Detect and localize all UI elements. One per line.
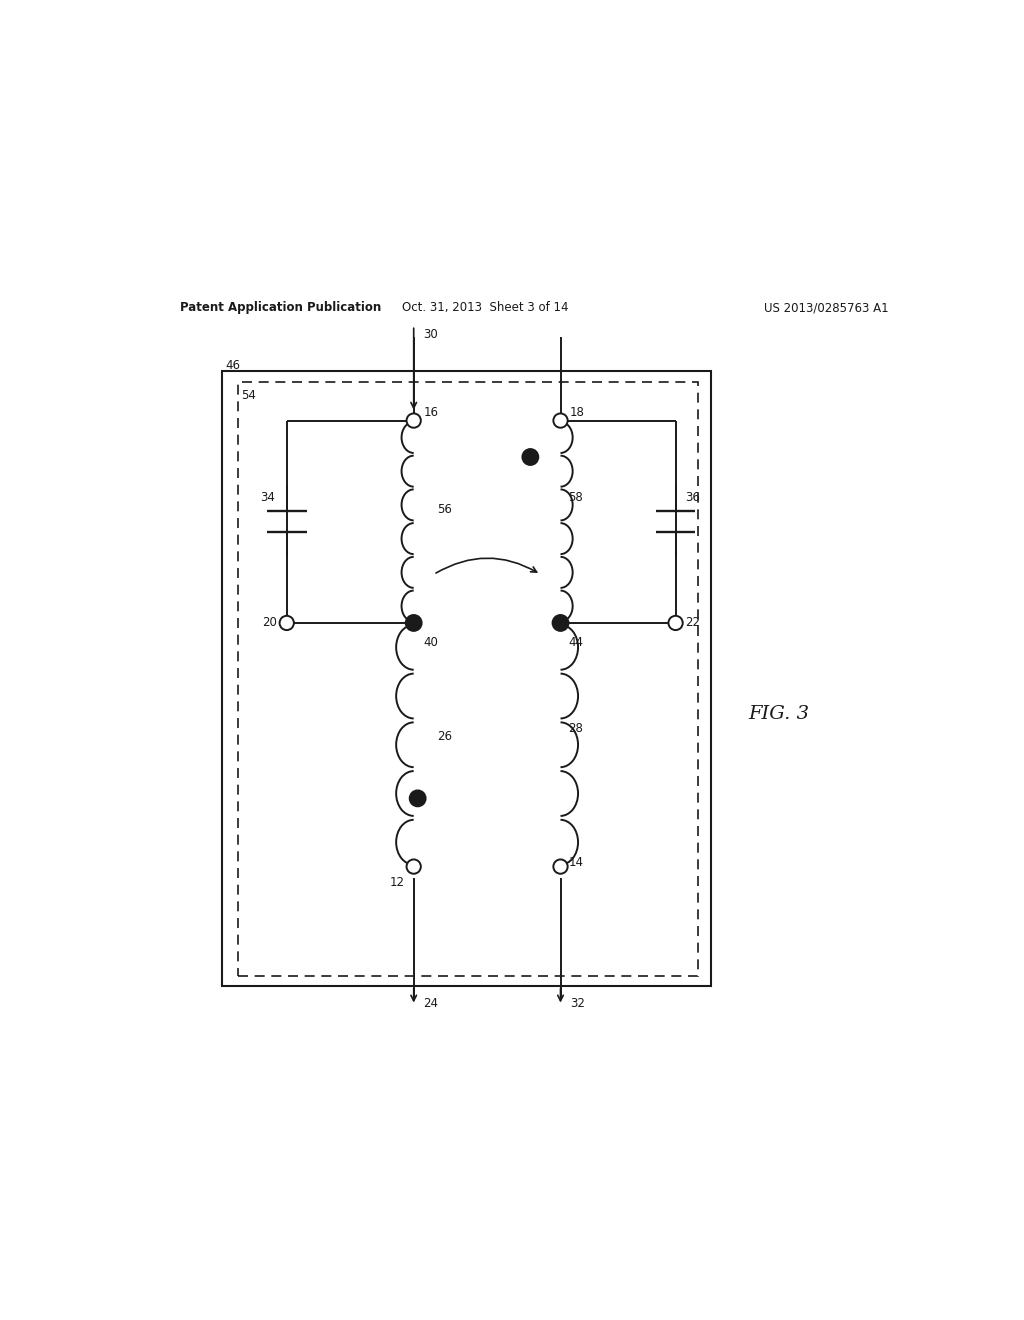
Text: 18: 18	[570, 407, 585, 420]
Text: Oct. 31, 2013  Sheet 3 of 14: Oct. 31, 2013 Sheet 3 of 14	[401, 301, 568, 314]
Bar	[238, 383, 697, 975]
Circle shape	[669, 616, 683, 630]
Text: 16: 16	[423, 407, 438, 420]
Text: FIG. 3: FIG. 3	[749, 705, 809, 723]
Text: 46: 46	[225, 359, 241, 371]
Text: 12: 12	[389, 876, 404, 890]
Text: 22: 22	[685, 616, 700, 630]
Bar	[221, 371, 712, 986]
Circle shape	[410, 791, 426, 807]
Circle shape	[553, 615, 568, 631]
Text: 58: 58	[568, 491, 584, 504]
Text: 34: 34	[260, 491, 274, 504]
Text: 14: 14	[568, 857, 584, 869]
Circle shape	[553, 859, 567, 874]
Text: US 2013/0285763 A1: US 2013/0285763 A1	[764, 301, 889, 314]
Circle shape	[280, 616, 294, 630]
Circle shape	[406, 615, 422, 631]
Circle shape	[553, 413, 567, 428]
Text: 26: 26	[437, 730, 453, 743]
Text: 56: 56	[437, 503, 453, 516]
Circle shape	[522, 449, 539, 465]
Text: 36: 36	[685, 491, 700, 504]
Circle shape	[407, 413, 421, 428]
Text: 24: 24	[423, 998, 438, 1010]
Text: 28: 28	[568, 722, 584, 735]
Text: 44: 44	[568, 636, 584, 648]
Text: 40: 40	[423, 636, 438, 648]
Text: Patent Application Publication: Patent Application Publication	[179, 301, 381, 314]
Text: 32: 32	[570, 998, 585, 1010]
Text: 54: 54	[242, 389, 256, 401]
Text: 30: 30	[423, 329, 438, 342]
Circle shape	[407, 859, 421, 874]
Text: 20: 20	[262, 616, 278, 630]
